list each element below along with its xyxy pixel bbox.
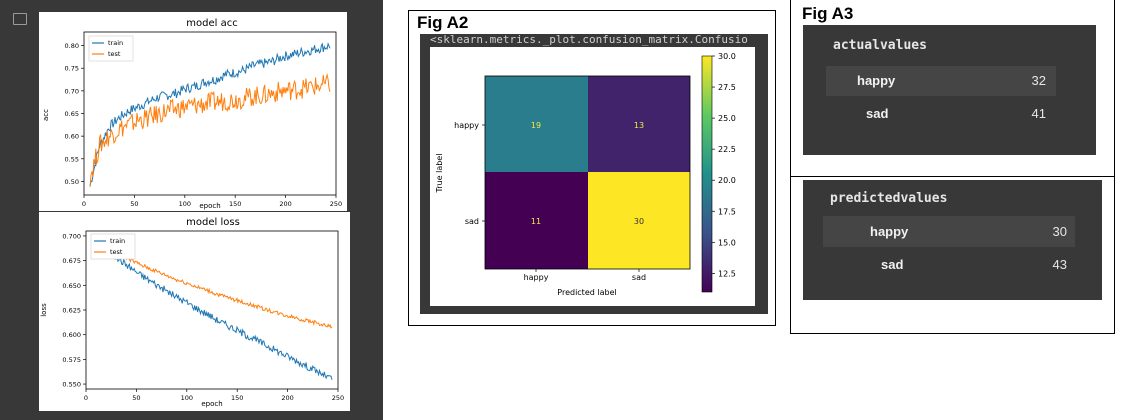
cm-value-sad-sad: 30	[634, 217, 644, 226]
actual-row-happy: happy 32	[826, 66, 1056, 96]
cm-cell-happy-sad	[588, 76, 690, 172]
cm-xlabel: Predicted label	[557, 288, 616, 297]
colorbar-tick-label: 17.5	[718, 207, 736, 216]
loss-ytick-label: 0.700	[62, 232, 81, 240]
cm-cell-happy-happy	[485, 76, 588, 172]
acc-chart-title: model acc	[186, 18, 237, 29]
acc-test-line	[89, 72, 331, 187]
predicted-row-sad-value: 43	[1052, 257, 1067, 272]
loss-legend-train: train	[110, 237, 125, 245]
colorbar-tick-label: 30.0	[718, 52, 736, 61]
acc-xtick-label: 50	[130, 200, 138, 208]
loss-xtick-label: 50	[132, 394, 140, 402]
cm-ytick-happy: happy	[454, 121, 479, 130]
acc-ytick-label: 0.65	[65, 110, 79, 118]
acc-ytick-label: 0.55	[65, 155, 79, 163]
colorbar-tick-label: 27.5	[718, 83, 736, 92]
loss-xtick-label: 0	[84, 394, 88, 402]
actual-row-sad-value: 41	[1031, 106, 1046, 121]
output-icon[interactable]	[13, 13, 27, 25]
loss-legend-test: test	[110, 248, 123, 256]
loss-ytick-label: 0.650	[62, 282, 81, 290]
cm-cell-sad-happy	[485, 172, 588, 269]
fig-a3-divider	[790, 176, 1115, 177]
colorbar-tick-label: 22.5	[718, 145, 736, 154]
acc-ytick-label: 0.80	[65, 42, 79, 50]
colorbar-tick-label: 12.5	[718, 269, 736, 278]
loss-xtick-label: 250	[332, 394, 344, 402]
colorbar-tick-label: 20.0	[718, 176, 736, 185]
actual-values-header: actualvalues	[833, 38, 927, 53]
acc-chart: model acc 0.50 0.55 0.60 0.65 0.70 0.75 0.80 0…	[39, 12, 347, 211]
cm-ylabel: True label	[435, 154, 444, 194]
actual-row-happy-value: 32	[1031, 73, 1046, 88]
fig-a3-title: Fig A3	[802, 4, 854, 23]
acc-ytick-label: 0.75	[65, 65, 79, 73]
acc-train-line	[89, 41, 331, 187]
loss-xtick-label: 150	[231, 394, 243, 402]
colorbar-tick-label: 15.0	[718, 238, 736, 247]
loss-ylabel: loss	[40, 303, 48, 317]
cm-xtick-happy: happy	[524, 273, 549, 282]
loss-ytick-label: 0.575	[62, 356, 81, 364]
loss-xtick-label: 200	[281, 394, 293, 402]
actual-row-sad-label: sad	[866, 106, 889, 121]
acc-xtick-label: 100	[179, 200, 191, 208]
cm-xtick-sad: sad	[632, 273, 646, 282]
loss-ytick-label: 0.550	[62, 381, 81, 389]
predicted-row-happy-label: happy	[870, 224, 909, 239]
acc-xtick-label: 150	[229, 200, 241, 208]
actual-values-panel: actualvalues happy 32 sad 41	[803, 25, 1096, 155]
predicted-row-happy-value: 30	[1052, 224, 1067, 239]
acc-ytick-label: 0.60	[65, 133, 79, 141]
loss-xtick-label: 100	[181, 394, 193, 402]
predicted-values-panel: predictedvalues happy 30 sad 43	[803, 180, 1102, 300]
actual-row-happy-label: happy	[857, 73, 896, 88]
predicted-row-happy: happy 30	[823, 216, 1075, 247]
acc-ytick-label: 0.50	[65, 178, 79, 186]
fig-a3-frame	[790, 0, 1115, 334]
loss-legend: train test	[90, 233, 136, 260]
cm-value-happy-happy: 19	[531, 121, 541, 130]
predicted-values-header: predictedvalues	[830, 191, 948, 206]
loss-chart: model loss 0.550 0.575 0.600 0.625 0.650 0.67…	[39, 212, 350, 411]
cm-value-sad-happy: 11	[531, 217, 541, 226]
fig-a2-output-text: <sklearn.metrics._plot.confusion_matrix.…	[430, 33, 748, 46]
acc-xtick-label: 0	[82, 200, 86, 208]
acc-xlabel: epoch	[199, 202, 220, 210]
loss-ytick-label: 0.625	[62, 307, 81, 315]
cm-value-happy-sad: 13	[634, 121, 644, 130]
loss-xlabel: epoch	[201, 400, 222, 408]
actual-row-sad: sad 41	[826, 99, 1056, 129]
predicted-row-sad: sad 43	[823, 249, 1075, 280]
colorbar-tick-label: 25.0	[718, 114, 736, 123]
loss-train-line	[91, 235, 333, 380]
predicted-row-sad-label: sad	[881, 257, 904, 272]
fig-a2-title: Fig A2	[417, 13, 469, 32]
cm-ytick-sad: sad	[465, 217, 479, 226]
cm-colorbar	[701, 55, 713, 293]
loss-ytick-label: 0.600	[62, 331, 81, 339]
acc-legend: train test	[88, 35, 134, 62]
cm-cell-sad-sad	[588, 172, 690, 269]
acc-legend-train: train	[108, 39, 123, 47]
acc-ylabel: acc	[42, 109, 50, 121]
loss-ytick-label: 0.675	[62, 257, 81, 265]
acc-xtick-label: 200	[279, 200, 291, 208]
acc-xtick-label: 250	[330, 200, 342, 208]
acc-ytick-label: 0.70	[65, 87, 79, 95]
loss-chart-title: model loss	[186, 217, 240, 228]
confusion-matrix: 19 13 11 30 happy sad happy sad Predicte…	[430, 47, 755, 306]
acc-legend-test: test	[108, 50, 121, 58]
